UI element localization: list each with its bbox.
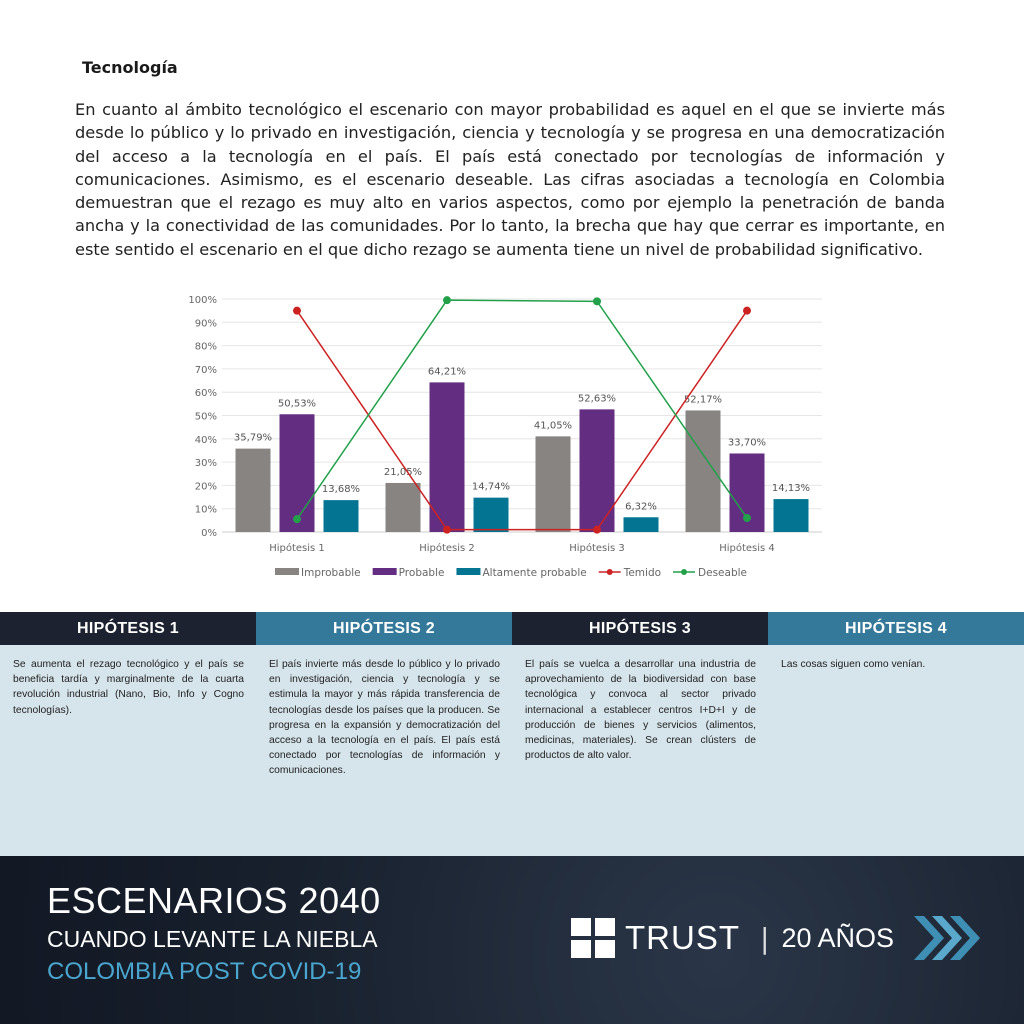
bar-probable [279,414,315,532]
chevrons-icon [914,916,980,960]
brand-name: TRUST [625,919,740,956]
point-temido [443,525,451,534]
anniversary-text: 20 AÑOS [781,922,894,953]
bar-altamente-probable [623,517,659,532]
data-label: 35,79% [234,433,272,444]
y-tick-label: 60% [195,388,217,399]
legend-swatch [456,568,481,575]
bar-altamente-probable [773,499,809,532]
y-tick-label: 50% [195,412,217,423]
hypothesis-text: El país invierte más desde lo público y … [269,659,500,777]
point-deseable [443,296,451,305]
line-temido [296,310,748,531]
trust-logo: TRUST | 20 AÑOS [571,914,982,962]
point-deseable [743,514,751,523]
y-tick-label: 0% [201,528,217,539]
chart: 0% 10% 20% 30% 40% 50% 60% 70% 80% 90% 100% 35,79% 5… [188,295,822,579]
data-label: 64,21% [428,366,466,377]
line-deseable [296,299,748,520]
y-tick-label: 90% [195,318,217,329]
data-label: 52,63% [578,393,616,404]
point-deseable [293,515,301,524]
data-label: 14,13% [772,483,810,494]
data-label: 6,32% [625,501,657,512]
legend-label: Temido [623,567,661,579]
bar-improbable [235,448,271,532]
legend-label: Probable [399,567,445,579]
hypotheses-table: HIPÓTESIS 1 Se aumenta el rezago tecnológ… [0,612,1024,856]
y-tick-label: 20% [195,481,217,492]
body-paragraph: En cuanto al ámbito tecnológico el escen… [75,100,945,259]
legend-label: Deseable [698,567,747,579]
hypothesis-3: HIPÓTESIS 3 El país se vuelca a desarroll… [512,612,768,856]
hypothesis-title: HIPÓTESIS 2 [256,612,512,645]
point-temido [593,525,601,534]
hypothesis-4: HIPÓTESIS 4 Las cosas siguen como venían. [768,612,1024,856]
hypothesis-text: Las cosas siguen como venían. [781,659,926,670]
hypothesis-text: Se aumenta el rezago tecnológico y el pa… [13,659,244,716]
section-heading: Tecnología [82,58,178,77]
y-tick-label: 40% [195,435,217,446]
footer-banner: ESCENARIOS 2040 CUANDO LEVANTE LA NIEBLA… [0,856,1024,1024]
x-tick-label: Hipótesis 1 [269,542,325,554]
data-label: 14,74% [472,482,510,493]
hypothesis-title: HIPÓTESIS 3 [512,612,768,645]
data-label: 13,68% [322,484,360,495]
x-tick-label: Hipótesis 3 [569,542,625,554]
data-label: 52,17% [684,394,722,405]
hypothesis-text: El país se vuelca a desarrollar una indu… [525,659,756,762]
footer-title: ESCENARIOS 2040 [47,880,381,921]
footer-subtitle: CUANDO LEVANTE LA NIEBLA [47,926,378,952]
y-tick-label: 80% [195,342,217,353]
hypothesis-2: HIPÓTESIS 2 El país invierte más desde lo… [256,612,512,856]
legend-marker [606,569,613,575]
hypothesis-title: HIPÓTESIS 1 [0,612,256,645]
hypothesis-1: HIPÓTESIS 1 Se aumenta el rezago tecnológ… [0,612,256,856]
hypothesis-title: HIPÓTESIS 4 [768,612,1024,645]
bar-improbable [385,482,421,532]
data-label: 33,70% [728,437,766,448]
bar-improbable [535,436,571,532]
bar-altamente-probable [323,500,359,532]
bar-probable [579,409,615,532]
y-tick-label: 70% [195,365,217,376]
point-temido [743,306,751,315]
y-tick-label: 100% [188,295,217,306]
point-temido [293,306,301,315]
legend-marker [681,569,688,575]
point-deseable [593,297,601,306]
y-tick-label: 30% [195,458,217,469]
x-tick-label: Hipótesis 4 [719,542,775,554]
footer-tagline: COLOMBIA POST COVID-19 [47,958,362,985]
y-tick-label: 10% [195,505,217,516]
logo-squares-icon [571,918,615,958]
bar-probable [429,382,465,532]
x-tick-label: Hipótesis 2 [419,542,475,554]
data-label: 41,05% [534,420,572,431]
separator: | [760,921,770,955]
legend-label: Altamente probable [482,567,586,579]
data-label: 50,53% [278,398,316,409]
legend-swatch [275,568,299,575]
bar-altamente-probable [473,497,509,532]
legend-label: Improbable [301,567,361,579]
data-label: 21,05% [384,467,422,478]
legend-swatch [372,568,397,575]
